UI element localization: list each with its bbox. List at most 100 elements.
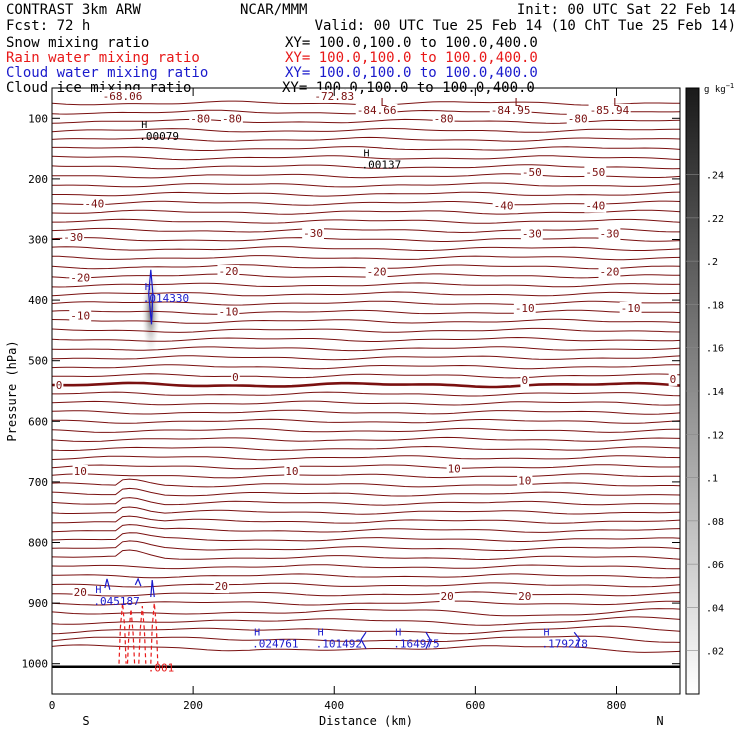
colorbar-unit: g kg−1	[704, 82, 734, 95]
contour-label: -50	[585, 166, 605, 179]
contour-label: -72.83	[314, 90, 354, 103]
contour-label: 20	[518, 590, 531, 603]
temperature-contour	[52, 146, 681, 151]
contour-label-bg	[619, 301, 642, 315]
temperature-contour	[52, 391, 681, 397]
temperature-contour	[51, 540, 681, 551]
contour-label-bg	[231, 371, 240, 385]
x-tick-label: 600	[465, 699, 485, 712]
temperature-contour	[51, 436, 681, 443]
rain-contour	[150, 603, 159, 664]
rain-contour	[126, 609, 136, 664]
contour-label: 20	[215, 580, 228, 593]
temperature-contour	[51, 237, 681, 242]
maximum-value: .164975	[393, 637, 439, 650]
temperature-contour	[51, 300, 680, 306]
contour-label: -80	[434, 112, 454, 125]
y-tick-label: 900	[28, 597, 48, 610]
contour-label: -40	[585, 200, 605, 213]
maximum-value: .00079	[139, 130, 179, 143]
contour-label-bg	[517, 589, 533, 603]
forecast-hour: Fcst: 72 h	[6, 18, 91, 34]
contour-label: -10	[70, 309, 90, 322]
cloud-water-contour	[148, 269, 154, 325]
temperature-contour	[51, 381, 681, 389]
contour-label: -30	[600, 227, 620, 240]
colorbar-tick-label: .02	[706, 647, 724, 658]
maximum-mark: H	[318, 627, 324, 638]
temperature-contour	[51, 524, 681, 533]
temperature-contour	[51, 127, 680, 133]
contour-label: 0	[670, 373, 677, 386]
maximum-value: .179218	[541, 637, 587, 650]
temperature-contour	[51, 644, 681, 653]
y-tick-label: 800	[28, 537, 48, 550]
temperature-contour	[51, 455, 681, 461]
temperature-contour	[51, 227, 680, 234]
contour-label: 20	[74, 586, 87, 599]
contour-label-bg	[54, 378, 64, 392]
temperature-contour	[51, 282, 681, 288]
colorbar-tick-label: .2	[706, 257, 718, 268]
temperature-contour	[51, 464, 681, 470]
x-axis-label: Distance (km)	[319, 714, 413, 728]
contour-label-bg	[432, 112, 455, 126]
temperature-contour	[51, 355, 681, 361]
contour-label-bg	[598, 227, 621, 241]
contour-label: -68.06	[103, 90, 143, 103]
contour-label: -30	[522, 227, 542, 240]
contour-label-bg	[489, 103, 532, 117]
contour-label-bg	[598, 265, 621, 279]
contour-label: 0	[56, 379, 63, 392]
field-label-cloud-water: Cloud water mixing ratio	[6, 65, 209, 81]
contour-label: 20	[441, 590, 454, 603]
y-tick-label: 600	[28, 415, 48, 428]
colorbar-tick-label: .22	[706, 214, 724, 225]
contour-label: -20	[367, 266, 387, 279]
valid-time: Valid: 00 UTC Tue 25 Feb 14 (10 ChT Tue …	[314, 18, 736, 34]
contour-label: -20	[600, 266, 620, 279]
contour-label: 0	[521, 374, 528, 387]
field-xy-rain: XY= 100.0,100.0 to 100.0,400.0	[285, 50, 538, 66]
maximum-mark: H	[141, 120, 147, 131]
y-axis-label: Pressure (hPa)	[5, 340, 19, 441]
colorbar-tick-label: .14	[706, 387, 724, 398]
contour-label: -80	[568, 112, 588, 125]
contour-label-bg	[520, 227, 543, 241]
temperature-contour	[51, 400, 681, 406]
colorbar-tick-label: .08	[706, 517, 724, 528]
model-title: CONTRAST 3km ARW	[6, 2, 141, 18]
init-time: Init: 00 UTC Sat 22 Feb 14	[516, 2, 736, 18]
x-end-label-north: N	[656, 714, 663, 728]
contour-label-bg	[313, 89, 356, 103]
contour-label-bg	[284, 464, 300, 478]
temperature-contour	[51, 573, 681, 579]
temperature-contour	[51, 364, 681, 370]
minimum-mark: L	[613, 96, 620, 109]
contour-label-bg	[517, 474, 533, 488]
maximum-mark: H	[95, 585, 101, 596]
maximum-value: .001	[148, 662, 175, 675]
x-tick-label: 800	[607, 699, 627, 712]
contour-label-bg	[588, 103, 631, 117]
temperature-contour	[51, 246, 681, 251]
temperature-contour	[51, 346, 681, 352]
temperature-contour	[51, 506, 681, 515]
temperature-contour	[51, 591, 681, 597]
contour-label-bg	[69, 271, 92, 285]
temperature-contour	[51, 582, 681, 588]
maximum-mark: H	[145, 282, 151, 293]
contour-label-bg	[520, 166, 543, 180]
contour-label-bg	[668, 372, 678, 386]
cloud-water-contour	[150, 580, 155, 598]
field-label-rain: Rain water mixing ratio	[6, 50, 200, 66]
contour-label-bg	[439, 589, 455, 603]
contour-label: -80	[190, 112, 210, 125]
contour-label: -30	[63, 231, 83, 244]
y-tick-label: 400	[28, 294, 48, 307]
contour-label-bg	[513, 301, 536, 315]
field-xy-cloud-water: XY= 100.0,100.0 to 100.0,400.0	[285, 65, 538, 81]
temperature-contour	[51, 635, 681, 643]
colorbar-tick-label: .04	[706, 603, 724, 614]
temperature-contour	[51, 155, 681, 161]
